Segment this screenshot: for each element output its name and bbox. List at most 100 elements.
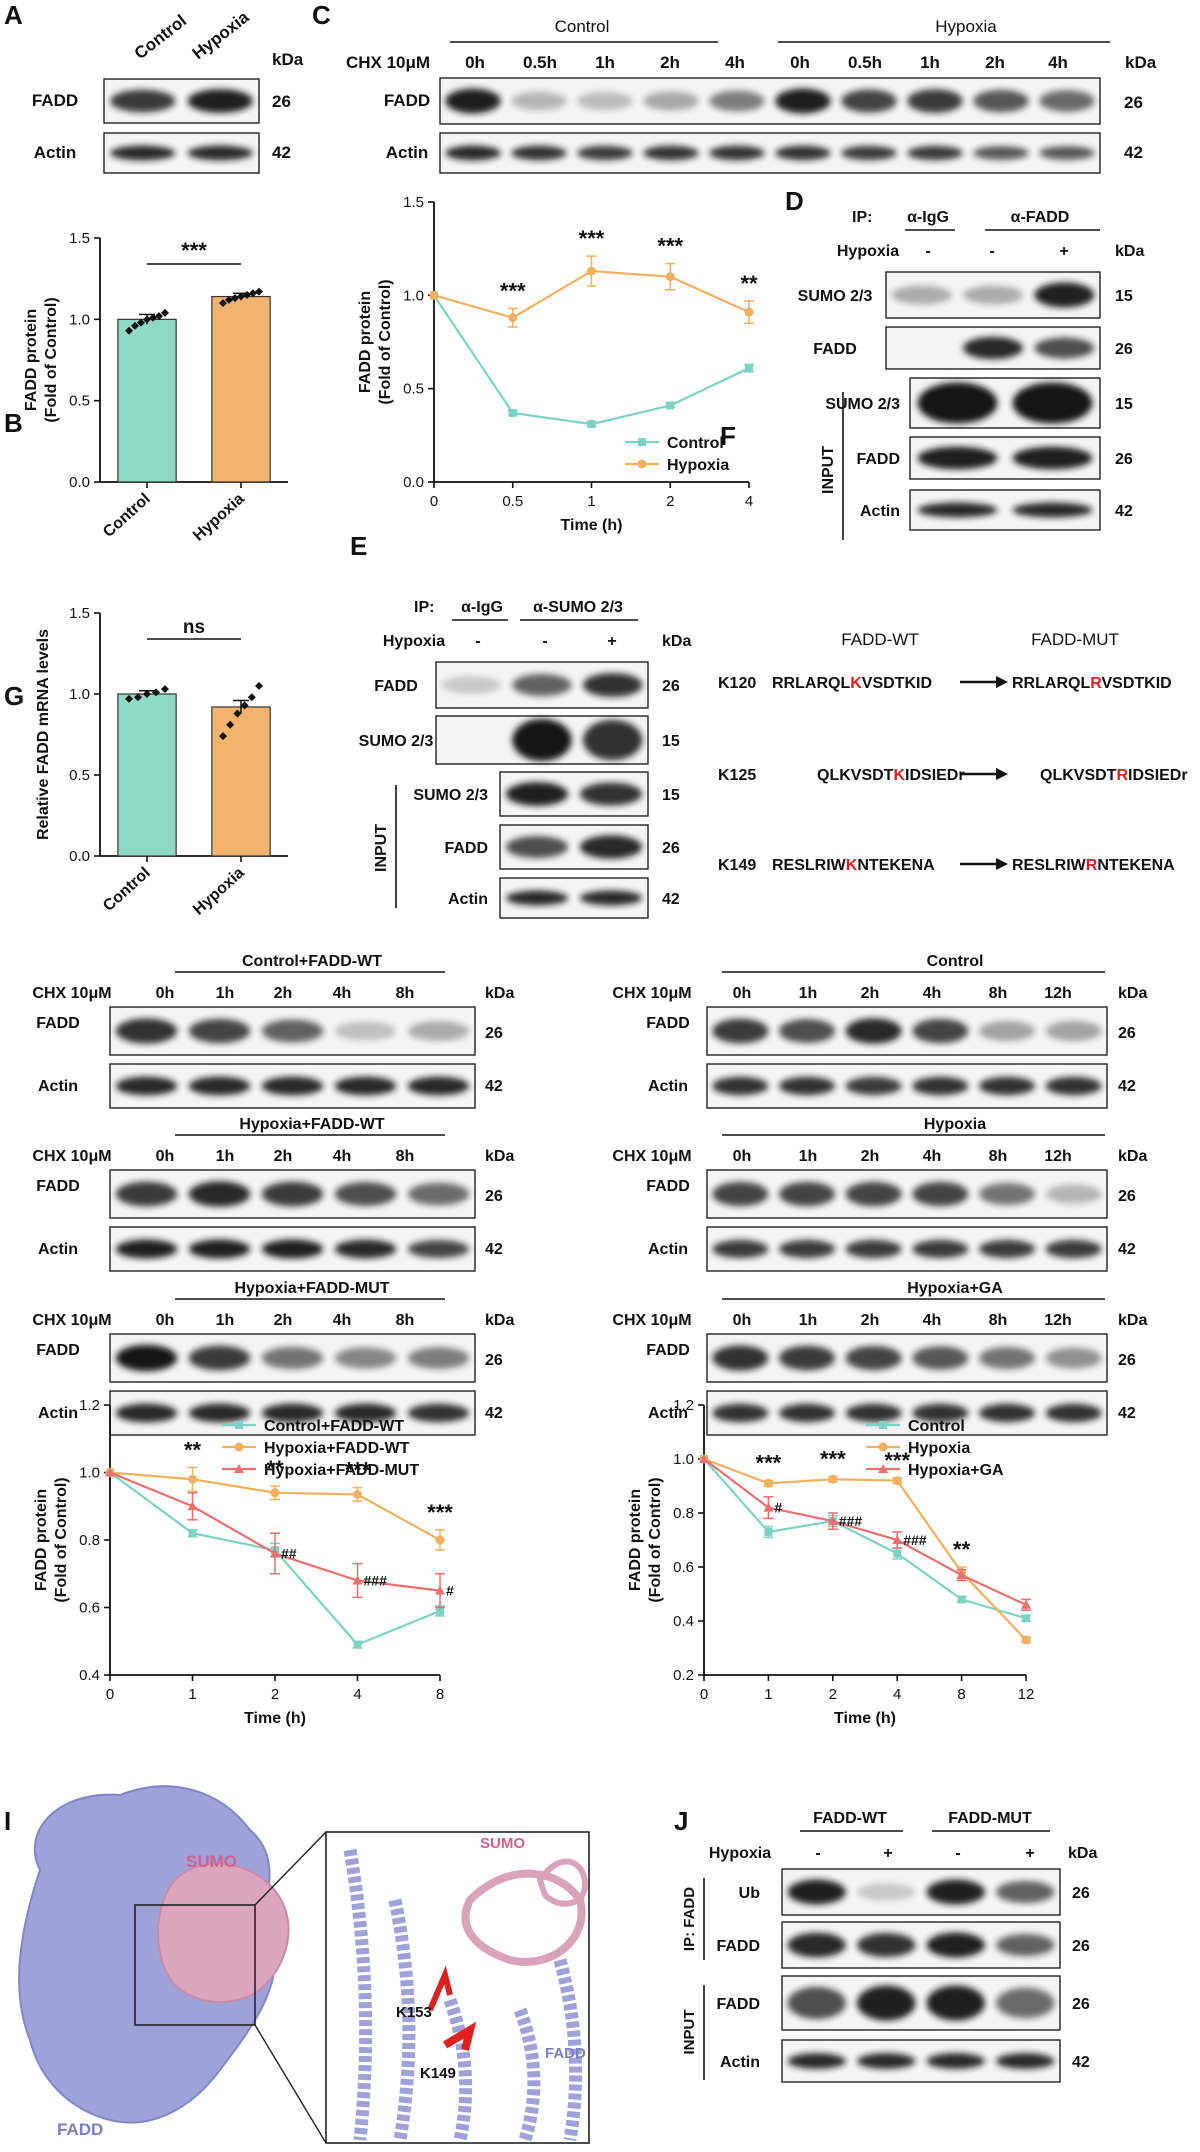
x-tick-label: 0 bbox=[106, 1686, 114, 1703]
seq-segment: VSDTKID bbox=[862, 675, 932, 692]
band bbox=[912, 1076, 969, 1096]
arrow-head bbox=[996, 858, 1008, 870]
x-tick-label: 1 bbox=[587, 493, 595, 510]
kda-value: 42 bbox=[1118, 1078, 1136, 1095]
blot-h-actin bbox=[706, 1063, 1108, 1109]
data-point bbox=[243, 290, 251, 299]
kda-value: 26 bbox=[1118, 1188, 1136, 1205]
kda-value: 26 bbox=[1115, 451, 1133, 468]
significance-label: *** bbox=[427, 1500, 453, 1525]
data-point bbox=[247, 693, 256, 702]
lane-label-control: Control bbox=[131, 11, 190, 63]
band bbox=[407, 1076, 470, 1096]
data-point bbox=[255, 681, 263, 690]
significance-hash-label: # bbox=[774, 1500, 782, 1516]
hypoxia-label: Hypoxia bbox=[383, 633, 445, 650]
band bbox=[912, 1403, 969, 1423]
time-label: 8h bbox=[989, 1148, 1008, 1165]
band bbox=[1045, 1076, 1102, 1096]
band bbox=[857, 1883, 916, 1901]
band bbox=[979, 1346, 1035, 1370]
panel-letter-j: J bbox=[674, 1806, 688, 1836]
y-tick-label: 1.0 bbox=[69, 686, 90, 703]
zoom-line bbox=[254, 1831, 327, 1906]
time-label: 2h bbox=[985, 53, 1005, 72]
legend-label: Hypoxia bbox=[908, 1440, 970, 1457]
x-tick-label: 8 bbox=[957, 1686, 965, 1703]
data-point bbox=[892, 1476, 902, 1486]
y-tick-label: 0.2 bbox=[673, 1667, 694, 1684]
fadd-helix bbox=[343, 1848, 373, 2141]
data-point bbox=[225, 295, 233, 304]
blot-label-fadd: FADD bbox=[36, 1015, 80, 1032]
y-tick-label: 1.0 bbox=[69, 311, 90, 328]
sign: - bbox=[955, 1845, 960, 1862]
fadd-label: FADD bbox=[57, 2120, 103, 2139]
band bbox=[115, 1018, 178, 1044]
time-label: 4h bbox=[333, 1148, 352, 1165]
band bbox=[505, 782, 569, 806]
zoom-sumo-label: SUMO bbox=[480, 1835, 525, 1852]
data-point bbox=[429, 290, 439, 300]
band bbox=[917, 446, 998, 470]
band bbox=[643, 91, 699, 111]
band bbox=[261, 1403, 324, 1423]
band bbox=[779, 1239, 835, 1259]
band bbox=[779, 1019, 835, 1043]
chart-A: 0.0 0.5 1.0 1.5 FADD protein (Fold of Control… bbox=[23, 230, 288, 545]
band bbox=[512, 673, 572, 697]
legend-marker bbox=[638, 438, 646, 446]
sign: - bbox=[989, 243, 994, 260]
band bbox=[441, 676, 502, 694]
band bbox=[845, 1181, 902, 1207]
legend-marker bbox=[235, 1421, 243, 1429]
kda-value: 15 bbox=[662, 733, 680, 750]
data-point bbox=[745, 364, 753, 373]
band bbox=[712, 1403, 769, 1423]
chx-label: CHX 10μM bbox=[346, 53, 430, 72]
blot-label: Actin bbox=[860, 503, 900, 520]
band bbox=[1045, 1184, 1102, 1204]
kda-value: 26 bbox=[1072, 1885, 1090, 1902]
time-label: 1h bbox=[799, 1312, 818, 1329]
y-axis-label: (Fold of Control) bbox=[53, 1477, 70, 1602]
band bbox=[579, 890, 643, 906]
kda-value: 26 bbox=[485, 1025, 503, 1042]
time-label: 0h bbox=[733, 1312, 752, 1329]
y-axis-label: FADD protein bbox=[23, 309, 40, 411]
band bbox=[334, 1076, 397, 1096]
band bbox=[779, 1403, 835, 1423]
sign: + bbox=[1025, 1845, 1034, 1862]
blot-label-fadd: FADD bbox=[646, 1342, 690, 1359]
sign: + bbox=[1059, 243, 1068, 260]
y-tick-label: 1.2 bbox=[673, 1397, 694, 1414]
band bbox=[115, 1076, 178, 1096]
blot-label-actin: Actin bbox=[38, 1078, 78, 1095]
sumo-surface bbox=[157, 1862, 290, 2003]
fadd-helix bbox=[553, 1958, 583, 2142]
band bbox=[787, 1879, 846, 1905]
legend-label: Control bbox=[908, 1418, 965, 1435]
data-point bbox=[219, 299, 227, 308]
blot-label-fadd: FADD bbox=[646, 1178, 690, 1195]
band bbox=[912, 1239, 969, 1259]
band bbox=[1012, 382, 1093, 424]
kda-value: 26 bbox=[272, 92, 291, 111]
series-line bbox=[703, 1457, 1027, 1641]
time-label: 8h bbox=[989, 1312, 1008, 1329]
chart-B: 0.0 0.5 1.0 1.5 Relative FADD mRNA levels Con… bbox=[35, 605, 288, 919]
x-tick-label: Control bbox=[100, 864, 154, 915]
band bbox=[188, 1239, 251, 1259]
kda-label: kDa bbox=[485, 1148, 514, 1165]
chx-label: CHX 10μM bbox=[612, 1148, 691, 1165]
seq-segment: R bbox=[1086, 857, 1098, 874]
seq-segment: IDSIEDr bbox=[905, 767, 965, 784]
blot-label-actin: Actin bbox=[34, 143, 77, 162]
series-line bbox=[703, 1458, 1027, 1606]
site-label: K125 bbox=[718, 767, 756, 784]
time-label: 2h bbox=[274, 1312, 293, 1329]
blot-label: Actin bbox=[720, 2054, 760, 2071]
mut-sequence: QLKVSDTRIDSIEDr bbox=[1040, 767, 1188, 784]
blot-label-actin: Actin bbox=[648, 1241, 688, 1258]
legend-label: Hypoxia bbox=[667, 457, 729, 474]
